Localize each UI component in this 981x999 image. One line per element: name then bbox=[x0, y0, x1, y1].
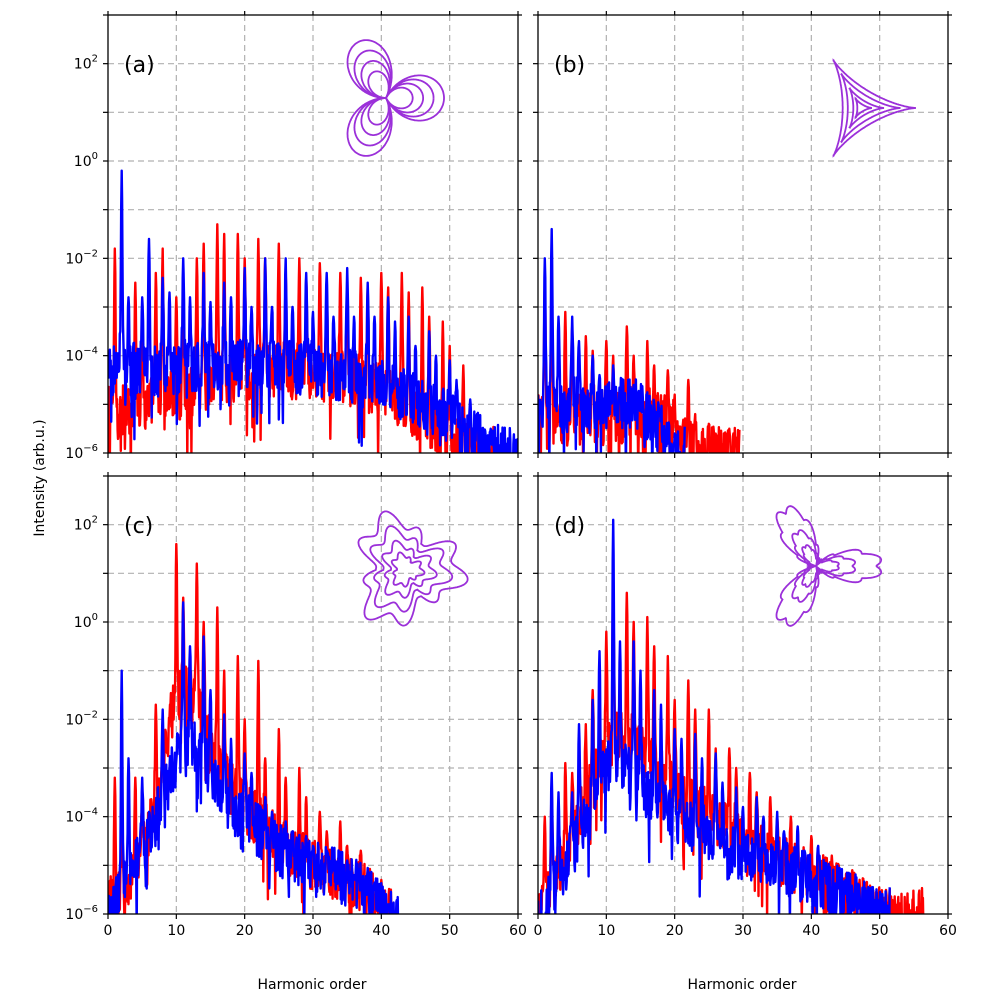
panel-label: (b) bbox=[554, 53, 585, 78]
y-tick-label: 10−6 bbox=[65, 904, 98, 923]
trajectory-inset-icon bbox=[346, 39, 445, 157]
panel-b: (b) bbox=[533, 11, 952, 458]
x-tick-label: 50 bbox=[871, 923, 889, 939]
x-tick-label: 10 bbox=[167, 923, 185, 939]
panel-c: 0 10 20 30 40 50 60 10−6 10−4 10−2 100 102 (c) bbox=[65, 472, 527, 939]
x-tick-label: 60 bbox=[939, 923, 957, 939]
x-axis-label-left: Harmonic order bbox=[257, 977, 366, 993]
x-tick-label: 10 bbox=[597, 923, 615, 939]
x-tick-label: 40 bbox=[372, 923, 390, 939]
spectrum-line-blue bbox=[538, 227, 686, 453]
trajectory-inset-icon bbox=[357, 510, 469, 627]
x-tick-label: 50 bbox=[441, 923, 459, 939]
y-tick-label: 10−4 bbox=[65, 807, 98, 826]
spectrum-line-blue bbox=[538, 518, 891, 914]
x-tick-label: 20 bbox=[666, 923, 684, 939]
x-tick-label: 30 bbox=[734, 923, 752, 939]
y-axis-label: Intensity (arb.u.) bbox=[32, 419, 48, 536]
y-tick-label: 10−2 bbox=[65, 248, 98, 267]
spectrum-line-red bbox=[538, 591, 925, 914]
y-tick-label: 10−2 bbox=[65, 709, 98, 728]
spectrum-line-blue bbox=[108, 169, 518, 453]
panel-d: 0 10 20 30 40 50 60 (d) bbox=[533, 472, 957, 939]
panel-label: (a) bbox=[124, 53, 155, 78]
y-tick-label: 100 bbox=[74, 151, 98, 170]
y-tick-label: 10−4 bbox=[65, 346, 98, 365]
x-tick-label: 40 bbox=[802, 923, 820, 939]
trajectory-inset-icon bbox=[832, 58, 916, 158]
y-tick-label: 100 bbox=[74, 612, 98, 631]
spectrum-line-red bbox=[538, 271, 741, 453]
x-tick-label: 20 bbox=[236, 923, 254, 939]
spectrum-line-blue bbox=[108, 601, 400, 914]
x-tick-label: 60 bbox=[509, 923, 527, 939]
x-tick-label: 0 bbox=[534, 923, 543, 939]
trajectory-inset-icon bbox=[775, 505, 883, 627]
y-tick-label: 102 bbox=[74, 54, 98, 73]
y-tick-label: 102 bbox=[74, 515, 98, 534]
x-tick-label: 0 bbox=[104, 923, 113, 939]
panel-label: (d) bbox=[554, 514, 585, 539]
x-axis-label-right: Harmonic order bbox=[687, 977, 796, 993]
panel-label: (c) bbox=[124, 514, 153, 539]
y-tick-label: 10−6 bbox=[65, 443, 98, 462]
panel-a: 10−6 10−4 10−2 100 102 (a) bbox=[65, 11, 522, 462]
x-tick-label: 30 bbox=[304, 923, 322, 939]
